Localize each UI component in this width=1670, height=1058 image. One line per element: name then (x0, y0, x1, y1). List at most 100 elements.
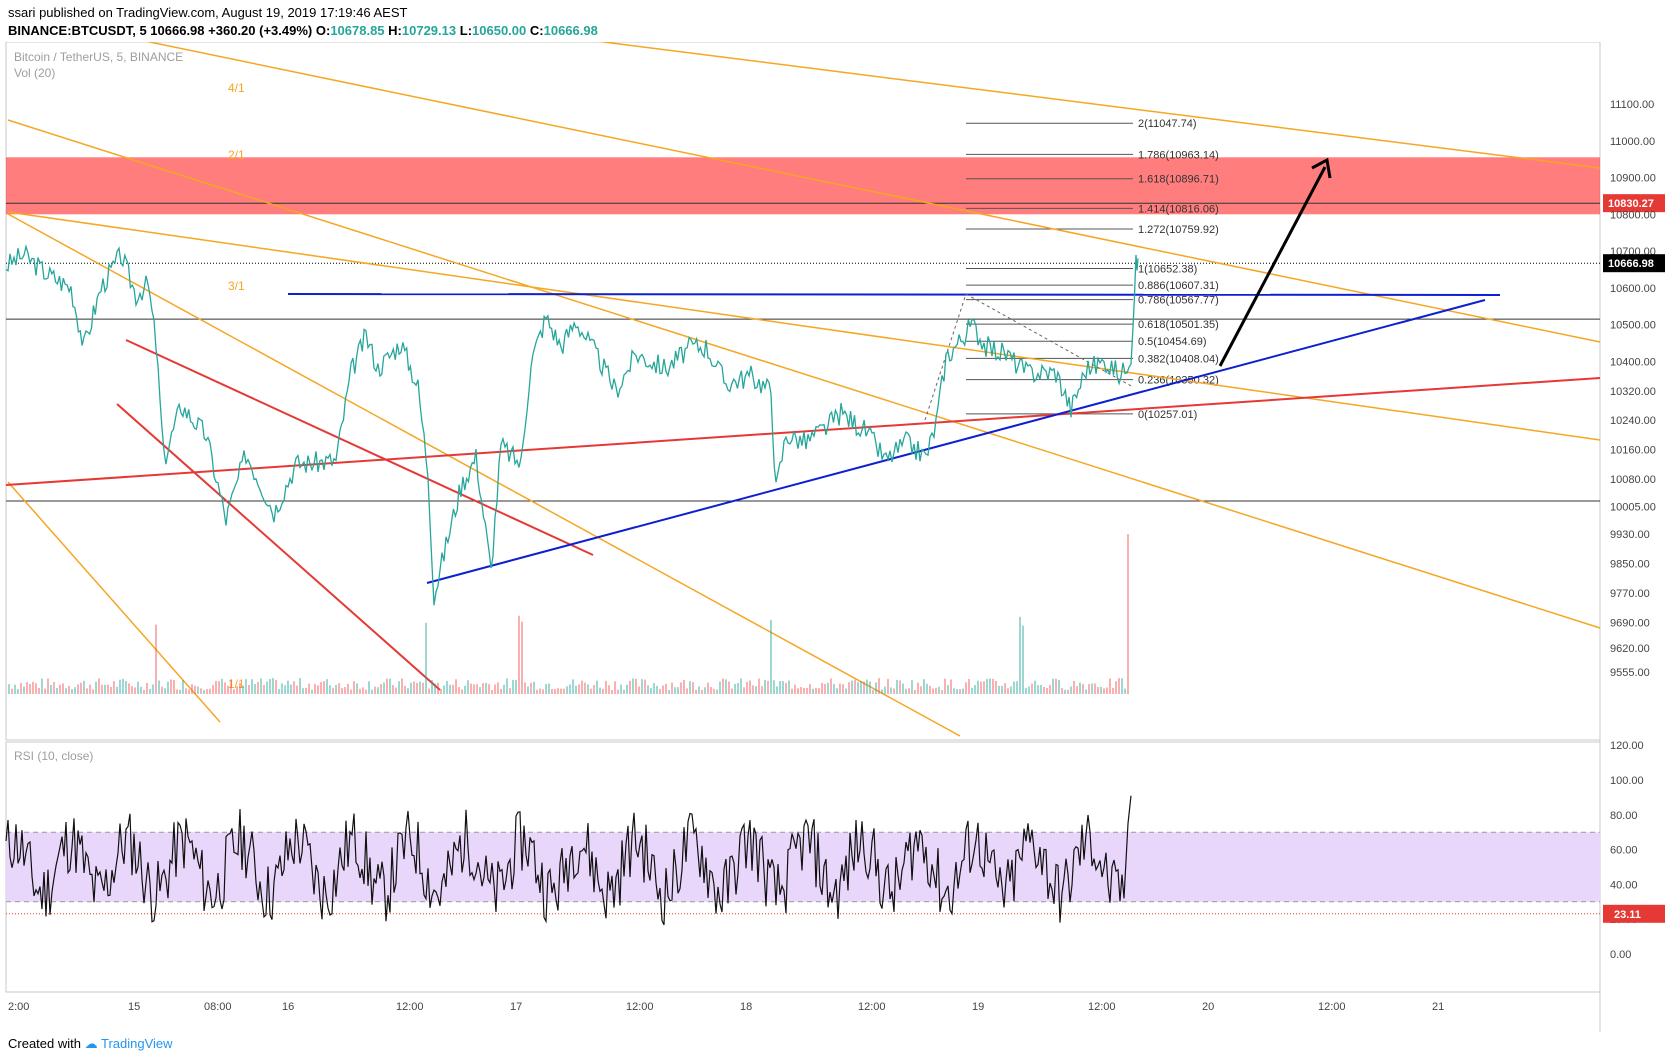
volume-bar (962, 688, 964, 694)
volume-bar (821, 682, 823, 694)
volume-bar (698, 686, 700, 694)
volume-bar (263, 685, 265, 694)
volume-bar (578, 684, 580, 694)
price-pane[interactable] (5, 42, 1601, 741)
volume-bar (32, 681, 34, 694)
volume-bar (851, 680, 853, 694)
volume-bar (272, 678, 274, 694)
volume-bar (386, 678, 388, 694)
volume-bar (713, 688, 715, 694)
tradingview-logo[interactable]: ☁ TradingView (84, 1036, 173, 1051)
volume-bar (92, 689, 94, 694)
volume-bar (416, 682, 418, 694)
fib-level-label: 2(11047.74) (1138, 118, 1197, 130)
volume-bar (986, 678, 988, 694)
volume-bar (701, 689, 703, 694)
volume-bar (338, 683, 340, 694)
price-tick-label: 9555.00 (1610, 667, 1650, 679)
volume-bar (149, 688, 151, 694)
volume-bar (524, 682, 526, 694)
volume-bar (623, 689, 625, 694)
created-text: Created with (8, 1036, 81, 1051)
volume-bar (1103, 688, 1105, 694)
volume-bar (1115, 681, 1117, 694)
volume-bar (968, 678, 970, 694)
time-tick-label: 19 (972, 1001, 984, 1013)
volume-bar (314, 683, 316, 694)
volume-bar (236, 686, 238, 694)
volume-bar (473, 684, 475, 694)
volume-bar (239, 682, 241, 694)
volume-bar (914, 689, 916, 694)
volume-bar (935, 687, 937, 694)
volume-bar (452, 684, 454, 694)
volume-bar (776, 686, 778, 694)
last-price: 10666.98 (150, 23, 205, 38)
time-tick-label: 20 (1202, 1001, 1214, 1013)
volume-bar (560, 688, 562, 694)
volume-bar (470, 683, 472, 694)
volume-bar (1007, 688, 1009, 694)
volume-bar (833, 683, 835, 694)
rsi-last-label: 23.11 (1614, 909, 1641, 921)
volume-bar (1028, 686, 1030, 694)
volume-bar (443, 685, 445, 694)
fib-level-label: 1(10652.38) (1138, 264, 1197, 276)
volume-bar (80, 682, 82, 694)
volume-bar (770, 619, 772, 694)
price-tick-label: 10320.00 (1610, 386, 1656, 398)
time-tick-label: 18 (740, 1001, 752, 1013)
volume-bar (953, 688, 955, 694)
volume-bar (794, 684, 796, 694)
volume-bar (764, 680, 766, 694)
volume-bar (992, 678, 994, 694)
volume-bar (215, 680, 217, 694)
volume-bar (287, 680, 289, 694)
author-name[interactable]: ssari (8, 5, 36, 20)
price-tick-label: 10080.00 (1610, 474, 1656, 486)
volume-bar (800, 686, 802, 694)
open-label: O: (315, 23, 331, 38)
rsi-tick-label: 120.00 (1610, 740, 1644, 752)
volume-bar (779, 680, 781, 694)
ascending-trendline (426, 299, 1486, 584)
volume-bar (959, 689, 961, 694)
volume-bar (830, 678, 832, 694)
symbol-label[interactable]: BINANCE:BTCUSDT, 5 (8, 23, 147, 38)
volume-bar (818, 688, 820, 694)
volume-bar (422, 682, 424, 694)
volume-bar (35, 683, 37, 694)
fib-level-label: 0.382(10408.04) (1138, 353, 1219, 365)
volume-bar (791, 688, 793, 694)
fib-level-label: 0.886(10607.31) (1138, 280, 1219, 292)
volume-bar (872, 689, 874, 694)
time-tick-label: 12:00 (858, 1001, 886, 1013)
volume-bar (368, 681, 370, 694)
volume-bar (752, 685, 754, 694)
volume-bar (1025, 687, 1027, 694)
volume-bar (62, 683, 64, 694)
volume-bar (668, 689, 670, 694)
volume-bar (734, 683, 736, 694)
volume-bar (593, 684, 595, 694)
fib-level-label: 0.236(10350.32) (1138, 375, 1219, 387)
volume-bar (584, 682, 586, 694)
volume-bar (413, 681, 415, 694)
volume-bar (431, 680, 433, 694)
volume-bar (890, 687, 892, 694)
volume-bar (1085, 689, 1087, 694)
volume-bar (758, 678, 760, 694)
publish-info: ssari published on TradingView.com, Augu… (8, 5, 407, 20)
volume-bar (485, 682, 487, 694)
volume-bar (521, 621, 523, 694)
chart-canvas[interactable]: 2(11047.74) 1.786(10963.14) 1.618(10896.71… (0, 42, 1670, 1032)
time-tick-label: 12:00 (1318, 1001, 1346, 1013)
low-value: 10650.00 (472, 23, 527, 38)
volume-bar (635, 678, 637, 694)
volume-bar (176, 689, 178, 694)
volume-bar (995, 680, 997, 694)
volume-bar (458, 687, 460, 694)
volume-bar (632, 678, 634, 694)
volume-bar (998, 685, 1000, 694)
time-tick-label: 15 (128, 1001, 140, 1013)
